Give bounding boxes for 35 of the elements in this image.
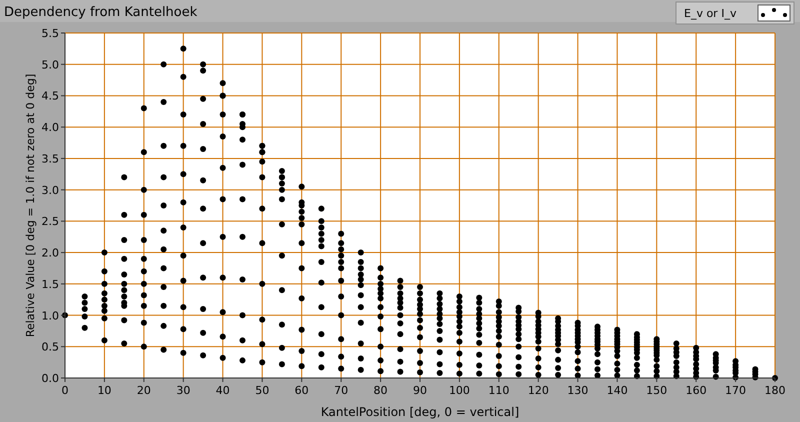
- y-tick-label: 0.5: [42, 340, 59, 354]
- y-tick-label: 1.5: [42, 278, 59, 291]
- y-tick-label: 3.0: [42, 184, 59, 197]
- x-tick-label: 150: [646, 384, 668, 397]
- y-tick-label: 5.5: [42, 27, 59, 40]
- x-tick-label: 130: [567, 384, 588, 397]
- y-tick-label: 5.0: [42, 58, 59, 72]
- x-tick-label: 160: [686, 384, 707, 397]
- x-tick-label: 180: [764, 384, 786, 397]
- x-tick-label: 100: [448, 384, 470, 397]
- x-tick-label: 140: [606, 384, 628, 397]
- x-tick-label: 90: [413, 384, 427, 397]
- x-tick-label: 20: [136, 384, 151, 397]
- y-tick-label: 0.0: [42, 372, 59, 385]
- y-tick-label: 2.0: [42, 246, 59, 260]
- x-tick-label: 50: [255, 384, 270, 397]
- x-tick-label: 70: [334, 384, 348, 397]
- x-tick-label: 0: [62, 384, 68, 397]
- x-tick-label: 80: [374, 384, 388, 397]
- x-tick-label: 110: [488, 384, 510, 397]
- x-tick-label: 30: [176, 384, 190, 397]
- x-tick-label: 120: [528, 384, 549, 397]
- x-tick-label: 60: [294, 384, 309, 397]
- y-tick-label: 4.0: [42, 121, 59, 134]
- x-tick-label: 10: [97, 384, 112, 397]
- x-axis-title: KantelPosition [deg, 0 = vertical]: [320, 405, 520, 419]
- y-tick-label: 2.5: [42, 215, 59, 228]
- x-tick-label: 170: [725, 384, 746, 397]
- y-axis-title: Relative Value [0 deg = 1.0 if not zero at 0 deg]: [24, 74, 37, 338]
- chart-title: Dependency from Kantelhoek: [4, 5, 198, 20]
- y-tick-label: 4.5: [42, 90, 59, 103]
- y-tick-label: 3.5: [42, 152, 59, 166]
- y-tick-label: 1.0: [42, 309, 59, 322]
- legend-label: E_v or I_v: [684, 7, 737, 20]
- x-tick-label: 40: [216, 384, 230, 397]
